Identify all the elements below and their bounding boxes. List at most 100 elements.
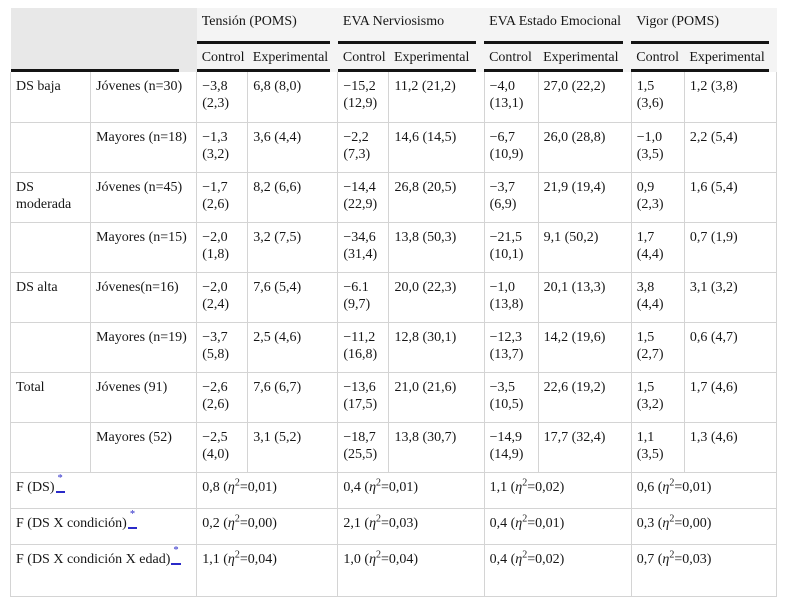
row-subgroup-label: Mayores (52) <box>90 421 198 473</box>
row-subgroup-label: Jóvenes (91) <box>90 371 198 423</box>
mean-sd-cell: 1,5 (3,2) <box>630 371 685 423</box>
col-group-tension-poms: Tensión (POMS) <box>196 8 338 44</box>
mean-sd-cell: −2,0 (2,4) <box>196 271 249 323</box>
mean-sd-cell: −1,7 (2,6) <box>196 171 249 223</box>
mean-sd-cell: −1,0 (13,8) <box>483 271 539 323</box>
mean-sd-cell: 1,7 (4,6) <box>683 371 778 423</box>
mean-sd-cell: 14,6 (14,5) <box>388 121 485 173</box>
subheader-experimental: Experimental <box>684 44 777 72</box>
f-value-cell: 1,0 (η2=0,04) <box>337 543 485 597</box>
f-stat-row: F (DS X condición)* 0,2 (η2=0,00) 2,1 (η2=… <box>9 507 778 545</box>
mean-sd-cell: 13,8 (30,7) <box>388 421 485 473</box>
table-row: Mayores (n=19) −3,7 (5,8) 2,5 (4,6) −11,2 (… <box>9 321 778 373</box>
eta-symbol: η <box>515 479 523 495</box>
f-value-cell: 2,1 (η2=0,03) <box>337 507 485 545</box>
eta-symbol: η <box>515 515 523 531</box>
mean-sd-cell: 2,5 (4,6) <box>247 321 339 373</box>
eta-symbol: η <box>227 515 235 531</box>
mean-sd-cell: 21,9 (19,4) <box>537 171 632 223</box>
f-value-cell: 1,1 (η2=0,02) <box>483 471 632 509</box>
subheader-experimental: Experimental <box>538 44 632 72</box>
corner-cell <box>10 8 197 72</box>
row-subgroup-label: Jóvenes (n=30) <box>90 72 198 123</box>
row-group-label <box>9 121 92 173</box>
subheader-experimental: Experimental <box>247 44 338 72</box>
f-row-label: F (DS)* <box>9 471 198 509</box>
row-subgroup-label: Mayores (n=18) <box>90 121 198 173</box>
subheader-control: Control <box>196 44 248 72</box>
col-group-eva-nerviosismo: EVA Nerviosismo <box>337 8 485 44</box>
row-group-label <box>9 321 92 373</box>
row-group-label: DS alta <box>9 271 92 323</box>
f-value-cell: 0,6 (η2=0,01) <box>630 471 778 509</box>
subheader-experimental: Experimental <box>388 44 485 72</box>
mean-sd-cell: −14,9 (14,9) <box>483 421 539 473</box>
mean-sd-cell: −34,6 (31,4) <box>337 221 390 273</box>
eta-symbol: η <box>369 479 377 495</box>
f-row-label: F (DS X condición X edad)* <box>9 543 198 597</box>
f-value-cell: 0,2 (η2=0,00) <box>196 507 339 545</box>
mean-sd-cell: −6,7 (10,9) <box>483 121 539 173</box>
row-subgroup-label: Mayores (n=19) <box>90 321 198 373</box>
table-row: DS baja Jóvenes (n=30) −3,8 (2,3) 6,8 (8,0)… <box>9 72 778 123</box>
f-value-cell: 1,1 (η2=0,04) <box>196 543 339 597</box>
row-group-label: Total <box>9 371 92 423</box>
mean-sd-cell: 26,8 (20,5) <box>388 171 485 223</box>
mean-sd-cell: −4,0 (13,1) <box>483 72 539 123</box>
mean-sd-cell: −1,3 (3,2) <box>196 121 249 173</box>
row-group-label <box>9 421 92 473</box>
table-row: DS alta Jóvenes(n=16) −2,0 (2,4) 7,6 (5,4) −… <box>9 271 778 323</box>
eta-symbol: η <box>369 551 377 567</box>
mean-sd-cell: 14,2 (19,6) <box>537 321 632 373</box>
mean-sd-cell: 8,2 (6,6) <box>247 171 339 223</box>
subheader-control: Control <box>631 44 685 72</box>
footnote-asterisk-link[interactable]: * <box>171 545 181 566</box>
col-group-eva-estado-emocional: EVA Estado Emocional <box>484 8 632 44</box>
mean-sd-cell: −15,2 (12,9) <box>337 72 390 123</box>
footnote-asterisk-link[interactable]: * <box>127 509 138 530</box>
row-subgroup-label: Jóvenes(n=16) <box>90 271 198 323</box>
mean-sd-cell: 22,6 (19,2) <box>537 371 632 423</box>
mean-sd-cell: 0,7 (1,9) <box>683 221 778 273</box>
mean-sd-cell: −3,7 (5,8) <box>196 321 249 373</box>
mean-sd-cell: −18,7 (25,5) <box>337 421 390 473</box>
mean-sd-cell: 1,7 (4,4) <box>630 221 685 273</box>
mean-sd-cell: −3,5 (10,5) <box>483 371 539 423</box>
table-row: Mayores (n=18) −1,3 (3,2) 3,6 (4,4) −2,2 (7… <box>9 121 778 173</box>
row-group-label <box>9 221 92 273</box>
mean-sd-cell: 20,0 (22,3) <box>388 271 485 323</box>
condition-subheader-row: Control Experimental Control Experimenta… <box>11 44 777 72</box>
eta-symbol: η <box>369 515 377 531</box>
mean-sd-cell: 1,6 (5,4) <box>683 171 778 223</box>
eta-symbol: η <box>227 551 235 567</box>
mean-sd-cell: −2,5 (4,0) <box>196 421 249 473</box>
mean-sd-cell: 26,0 (28,8) <box>537 121 632 173</box>
mean-sd-cell: 11,2 (21,2) <box>388 72 485 123</box>
f-value-cell: 0,8 (η2=0,01) <box>196 471 339 509</box>
f-value-cell: 0,3 (η2=0,00) <box>630 507 778 545</box>
measure-group-header-row: Tensión (POMS) EVA Nerviosismo EVA Estad… <box>10 8 777 72</box>
mean-sd-cell: 9,1 (50,2) <box>537 221 632 273</box>
footnote-asterisk-link[interactable]: * <box>55 473 65 494</box>
mean-sd-cell: 6,8 (8,0) <box>247 72 339 123</box>
f-value-cell: 0,4 (η2=0,01) <box>483 507 632 545</box>
mean-sd-cell: −3,7 (6,9) <box>483 171 539 223</box>
eta-symbol: η <box>662 551 670 567</box>
mean-sd-cell: −2,0 (1,8) <box>196 221 249 273</box>
mean-sd-cell: −2,2 (7,3) <box>337 121 390 173</box>
mean-sd-cell: −6.1 (9,7) <box>337 271 390 323</box>
mean-sd-cell: 27,0 (22,2) <box>537 72 632 123</box>
col-group-vigor-poms: Vigor (POMS) <box>631 8 777 44</box>
row-subgroup-label: Jóvenes (n=45) <box>90 171 198 223</box>
mean-sd-cell: −11,2 (16,8) <box>337 321 390 373</box>
eta-symbol: η <box>662 479 670 495</box>
mean-sd-cell: 21,0 (21,6) <box>388 371 485 423</box>
subheader-control: Control <box>337 44 390 72</box>
mean-sd-cell: 2,2 (5,4) <box>683 121 778 173</box>
mean-sd-cell: 3,8 (4,4) <box>630 271 685 323</box>
f-value-cell: 0,4 (η2=0,02) <box>483 543 632 597</box>
table-row: Mayores (n=15) −2,0 (1,8) 3,2 (7,5) −34,6 (… <box>9 221 778 273</box>
mean-sd-cell: 7,6 (5,4) <box>247 271 339 323</box>
mean-sd-cell: 3,2 (7,5) <box>247 221 339 273</box>
